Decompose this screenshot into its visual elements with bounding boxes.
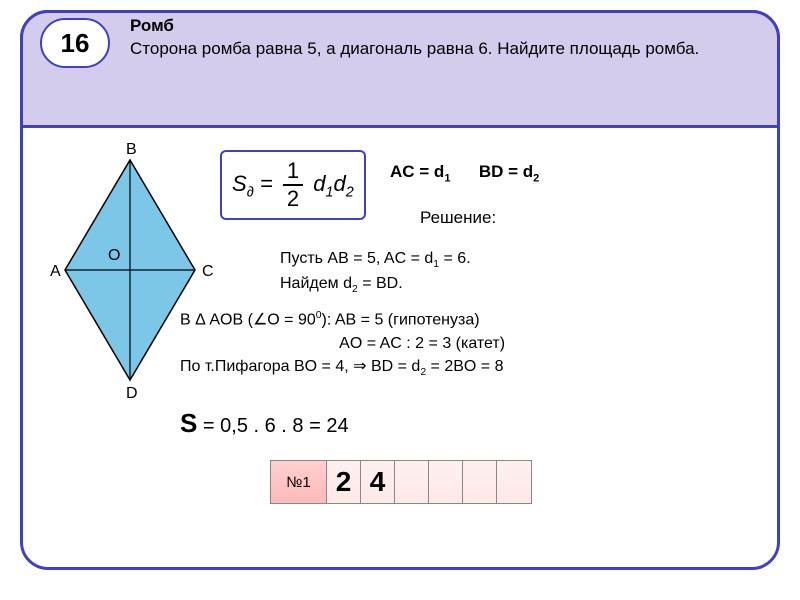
vertex-a: A — [50, 263, 61, 280]
given-step: Пусть AB = 5, AC = d1 = 6. Найдем d2 = B… — [280, 248, 720, 298]
answer-label: №1 — [271, 461, 327, 503]
content-area: A B C D O S∂ = 1 2 d1d2 AC = d1 BD = d2 … — [40, 140, 760, 560]
answer-cell[interactable]: 2 — [327, 461, 361, 503]
frac-num: 1 — [283, 158, 303, 186]
answer-grid: №1 2 4 — [270, 460, 532, 504]
arrow-icon: ⇒ — [353, 358, 366, 375]
triangle-step: В Δ AOB (∠O = 900): AB = 5 (гипотенуза) … — [180, 308, 740, 380]
tri-pre: В Δ AOB ( — [180, 311, 253, 328]
result-S: S — [180, 408, 197, 438]
area-formula-box: S∂ = 1 2 d1d2 — [220, 150, 366, 220]
topic-title: Ромб — [130, 16, 174, 36]
answer-cell[interactable] — [395, 461, 429, 503]
bd-eq: BD = d — [479, 162, 533, 181]
given-l2-tail: = BD. — [358, 275, 403, 292]
ac-sub: 1 — [444, 172, 450, 184]
tri-post: ): AB = 5 (гипотенуза) — [322, 311, 480, 328]
tri-mid: O = 90 — [267, 311, 315, 328]
center-o: O — [108, 247, 120, 264]
formula-fraction: 1 2 — [283, 158, 303, 212]
ac-eq: AC = d — [390, 162, 444, 181]
bd-sub: 2 — [533, 172, 539, 184]
formula-d1: d — [313, 171, 325, 196]
answer-cell[interactable] — [429, 461, 463, 503]
formula-d2-sub: 2 — [346, 184, 354, 200]
formula-S-sub: ∂ — [247, 184, 254, 200]
result-line: S = 0,5 . 6 . 8 = 24 — [180, 408, 349, 439]
answer-cell[interactable] — [497, 461, 531, 503]
formula-d2: d — [333, 171, 345, 196]
vertex-b: B — [126, 141, 137, 158]
tri-l3a: По т.Пифагора BO = 4, — [180, 358, 353, 375]
result-rest: = 0,5 . 6 . 8 = 24 — [197, 415, 348, 437]
problem-number-badge: 16 — [40, 18, 110, 68]
frac-den: 2 — [283, 186, 303, 212]
vertex-d: D — [126, 385, 138, 400]
solution-label: Решение: — [420, 208, 496, 228]
tri-l3b: BD = d — [367, 358, 421, 375]
tri-l3c: = 2BO = 8 — [426, 358, 503, 375]
formula-S: S — [232, 171, 247, 196]
formula-eq: = — [260, 171, 273, 196]
given-l1: Пусть AB = 5, AC = d — [280, 250, 433, 267]
given-l1-tail: = 6. — [439, 250, 471, 267]
tri-l2: AO = AC : 2 = 3 (катет) — [180, 335, 505, 352]
given-l2: Найдем d — [280, 275, 352, 292]
vertex-c: C — [202, 263, 214, 280]
problem-text: Сторона ромба равна 5, а диагональ равна… — [130, 38, 710, 61]
answer-cell[interactable]: 4 — [361, 461, 395, 503]
answer-cell[interactable] — [463, 461, 497, 503]
angle-icon: ∠ — [253, 311, 267, 328]
diagonals-line: AC = d1 BD = d2 — [390, 162, 539, 184]
